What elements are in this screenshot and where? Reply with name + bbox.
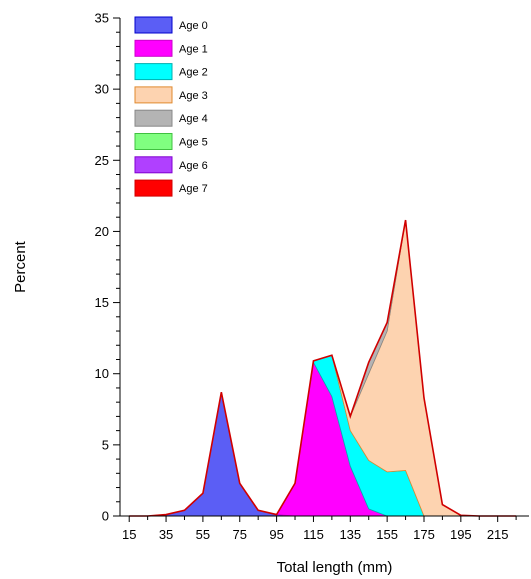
legend-label-age-3: Age 3	[179, 90, 208, 102]
legend-label-age-0: Age 0	[179, 20, 208, 32]
legend-swatch-age-7	[134, 179, 173, 197]
y-tick-label: 30	[95, 82, 109, 97]
y-tick-label: 25	[95, 153, 109, 168]
area-age-1	[129, 361, 517, 517]
legend-swatch-age-2	[134, 63, 173, 81]
legend-swatch-age-0	[134, 16, 173, 34]
legend-label-age-5: Age 5	[179, 137, 208, 149]
y-tick-label: 35	[95, 11, 109, 26]
x-tick-label: 215	[487, 527, 509, 542]
x-ticks: 15 35 55 75 95 115 135 155 175 195 215	[122, 516, 517, 542]
legend-label-age-4: Age 4	[179, 113, 208, 125]
x-tick-label: 175	[413, 527, 435, 542]
y-axis-label: Percent	[12, 240, 29, 293]
legend-swatch-age-1	[134, 39, 173, 57]
legend-label-age-2: Age 2	[179, 67, 208, 79]
x-tick-label: 135	[339, 527, 361, 542]
y-tick-label: 0	[102, 509, 109, 524]
x-tick-label: 15	[122, 527, 136, 542]
x-tick-label: 155	[376, 527, 398, 542]
y-tick-label: 20	[95, 224, 109, 239]
x-tick-label: 75	[233, 527, 247, 542]
x-tick-label: 35	[159, 527, 173, 542]
y-tick-label: 15	[95, 295, 109, 310]
legend-swatch-age-4	[134, 109, 173, 127]
legend-swatch-age-3	[134, 86, 173, 104]
total-outline	[129, 219, 517, 517]
y-tick-label: 5	[102, 437, 109, 452]
legend-label-age-6: Age 6	[179, 160, 208, 172]
x-tick-label: 195	[450, 527, 472, 542]
legend-label-age-1: Age 1	[179, 43, 208, 55]
legend-swatch-age-5	[134, 133, 173, 150]
x-axis-label: Total length (mm)	[277, 559, 393, 576]
axes: 0 5 10 15 20 25 30 35 15 35 55 75 95 115 135 155 175 195…	[95, 11, 529, 542]
legend: Age 0 Age 1 Age 2 Age 3 Age 4 Age 5 Age 6 Age 7	[134, 16, 208, 197]
y-ticks: 0 5 10 15 20 25 30 35	[95, 11, 120, 524]
legend-label-age-7: Age 7	[179, 183, 208, 195]
series-layer	[129, 219, 517, 517]
legend-swatch-age-6	[134, 156, 173, 174]
x-tick-label: 95	[269, 527, 283, 542]
x-tick-label: 115	[303, 527, 324, 542]
x-tick-label: 55	[196, 527, 210, 542]
y-tick-label: 10	[95, 366, 109, 381]
